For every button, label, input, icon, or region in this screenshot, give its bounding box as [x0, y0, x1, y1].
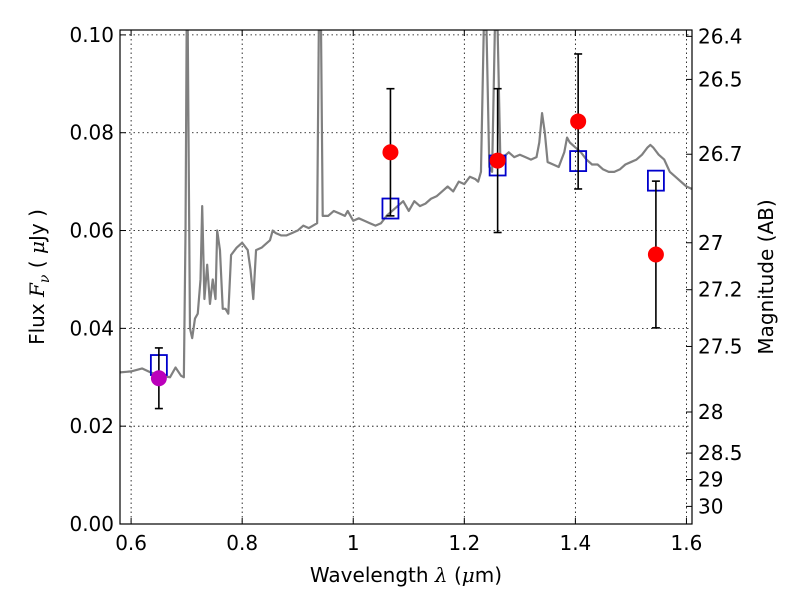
y2-tick-label: 26.4 — [698, 24, 743, 48]
x-tick-label: 0.8 — [226, 531, 258, 555]
y-tick-label: 0.00 — [69, 512, 114, 536]
x-axis-label: Wavelength λ (μm) — [310, 563, 502, 587]
y2-tick-label: 27.2 — [698, 278, 743, 302]
y2-tick-label: 30 — [698, 494, 723, 518]
plot-area — [120, 30, 692, 410]
y2-tick-label: 28.5 — [698, 441, 743, 465]
observed-photometry-point — [489, 152, 506, 169]
y2-tick-label: 28 — [698, 400, 723, 424]
y-tick-label: 0.10 — [69, 23, 114, 47]
y-tick-label: 0.08 — [69, 121, 114, 145]
y2-tick-label: 27.5 — [698, 334, 743, 358]
observed-photometry-point — [570, 113, 587, 130]
x-tick-label: 1 — [347, 531, 360, 555]
y2-tick-label: 26.5 — [698, 67, 743, 91]
y2-axis-label: Magnitude (AB) — [754, 199, 778, 354]
y-tick-label: 0.06 — [69, 219, 114, 243]
y2-tick-label: 29 — [698, 467, 723, 491]
y-tick-label: 0.02 — [69, 414, 114, 438]
y2-tick-label: 26.7 — [698, 142, 743, 166]
observed-photometry-point — [382, 144, 399, 161]
observed-photometry-point — [647, 246, 664, 263]
observed-photometry-point — [150, 370, 167, 387]
axis-ticks: 0.6 0.8 1 1.2 1.4 1.6 0.00 0.02 0.04 0.06 0.08 0.10… — [69, 23, 742, 555]
y2-tick-label: 27 — [698, 231, 723, 255]
axes-frame — [119, 29, 693, 525]
x-tick-label: 1.2 — [448, 531, 480, 555]
y-axis-label: Flux Fν ( μJy ) — [25, 209, 53, 345]
x-tick-label: 1.4 — [559, 531, 591, 555]
y-tick-label: 0.04 — [69, 316, 114, 340]
grid — [120, 30, 692, 524]
x-tick-label: 0.6 — [115, 531, 147, 555]
plot-frame — [119, 29, 693, 525]
x-tick-label: 1.6 — [671, 531, 703, 555]
